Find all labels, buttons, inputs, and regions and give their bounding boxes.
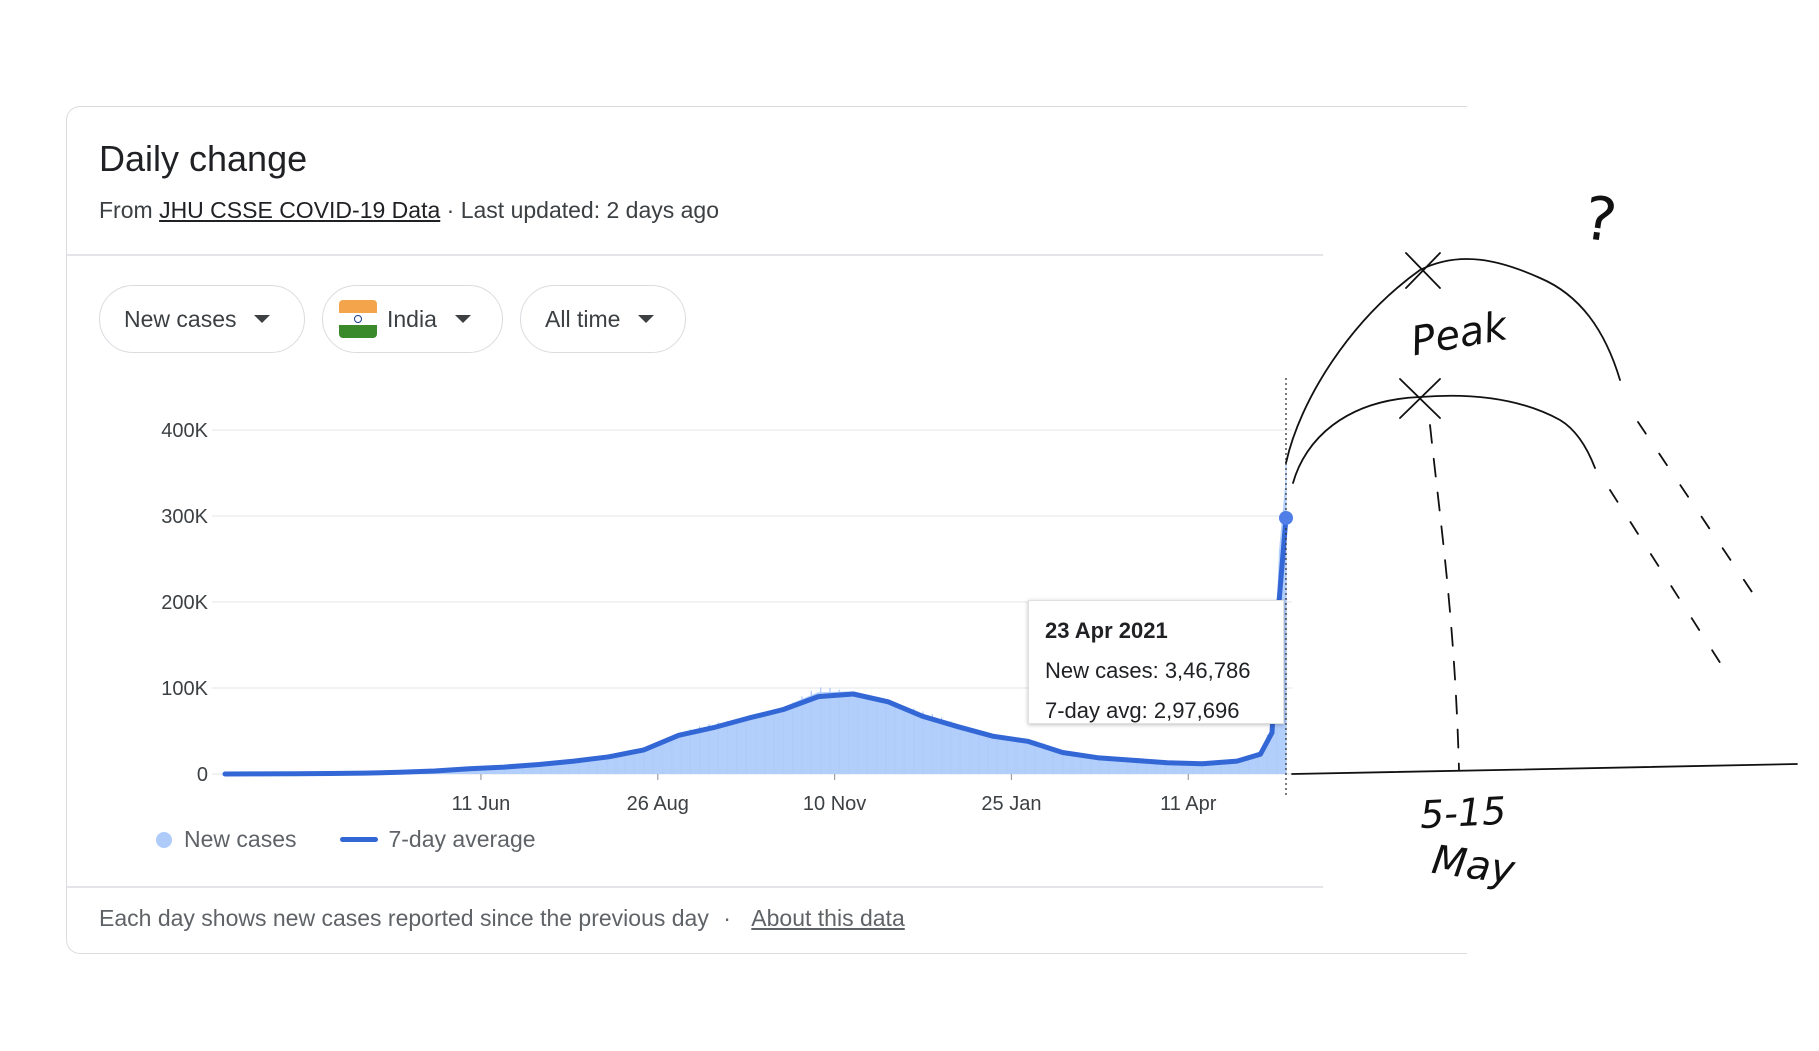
metric-dropdown[interactable]: New cases	[99, 285, 305, 353]
x-tick-label: 26 Aug	[627, 793, 689, 815]
country-label: India	[387, 305, 437, 332]
x-tick-label: 11 Apr	[1160, 793, 1217, 815]
peak-annotation: Peak	[1408, 303, 1513, 365]
peak-dashed-drop-line	[1429, 424, 1460, 771]
tooltip-new-cases: New cases: 3,46,786	[1045, 658, 1251, 683]
y-tick-label: 400K	[161, 420, 208, 442]
card-subtitle: From JHU CSSE COVID-19 Data · Last updat…	[99, 197, 719, 224]
last-updated: · Last updated: 2 days ago	[446, 197, 720, 223]
hover-point	[1279, 510, 1293, 525]
india-flag-icon	[339, 300, 377, 338]
range-dropdown[interactable]: All time	[520, 285, 686, 353]
hand-drawn-annotations: ? Peak 5-15 May	[1285, 183, 1798, 894]
y-axis-labels: 0 100K 200K 300K 400K	[161, 420, 208, 786]
date-range-annotation: 5-15	[1419, 789, 1507, 837]
daily-change-card	[66, 106, 1467, 954]
source-link[interactable]: JHU CSSE COVID-19 Data	[159, 197, 441, 223]
footer-separator: ·	[723, 905, 731, 931]
upper-peak-x-icon	[1405, 252, 1441, 289]
lower-peak-x-icon	[1399, 378, 1441, 419]
header-divider	[67, 254, 1323, 256]
x-axis-labels: 11 Jun 26 Aug 10 Nov 25 Jan 11 Apr	[452, 774, 1217, 815]
flag-green-band	[339, 325, 377, 338]
lower-peak-curve	[1292, 394, 1596, 484]
x-tick-label: 11 Jun	[452, 793, 511, 815]
chevron-down-icon	[254, 315, 271, 323]
y-tick-label: 300K	[161, 506, 208, 528]
lower-decline-dashes	[1609, 489, 1727, 673]
chevron-down-icon	[638, 315, 655, 323]
footer-note: Each day shows new cases reported since …	[99, 905, 709, 931]
hover-marks	[1279, 378, 1293, 796]
seven-day-average-line	[222, 515, 1289, 777]
metric-label: New cases	[124, 305, 237, 332]
range-label: All time	[545, 305, 621, 332]
legend-bars-label: New cases	[184, 826, 297, 852]
source-prefix: From	[99, 197, 153, 223]
hand-drawn-baseline	[1291, 763, 1798, 775]
chart-legend: New cases 7-day average	[156, 826, 536, 853]
card-footer: Each day shows new cases reported since …	[99, 905, 905, 932]
x-tick-label: 10 Nov	[803, 793, 866, 815]
y-tick-label: 100K	[161, 678, 208, 700]
card-title: Daily change	[99, 138, 308, 179]
chevron-down-icon	[454, 315, 471, 323]
upper-decline-dashes	[1637, 421, 1755, 596]
x-tick-label: 25 Jan	[981, 793, 1041, 815]
question-mark-annotation: ?	[1580, 183, 1621, 257]
upper-peak-curve	[1285, 258, 1621, 464]
chart-tooltip: 23 Apr 2021 New cases: 3,46,786 7-day av…	[1028, 600, 1284, 724]
y-tick-label: 0	[197, 764, 208, 786]
flag-white-band	[339, 312, 377, 326]
legend-bars-swatch	[156, 831, 172, 848]
footer-divider	[67, 886, 1323, 888]
tooltip-date: 23 Apr 2021	[1045, 618, 1168, 643]
about-data-link[interactable]: About this data	[751, 905, 905, 931]
y-tick-label: 200K	[161, 592, 208, 614]
legend-line-label: 7-day average	[388, 826, 536, 852]
month-annotation: May	[1429, 837, 1519, 894]
legend-line-swatch	[340, 837, 379, 842]
flag-saffron-band	[339, 300, 377, 313]
tooltip-average: 7-day avg: 2,97,696	[1045, 698, 1240, 723]
country-dropdown[interactable]: India	[322, 285, 503, 353]
